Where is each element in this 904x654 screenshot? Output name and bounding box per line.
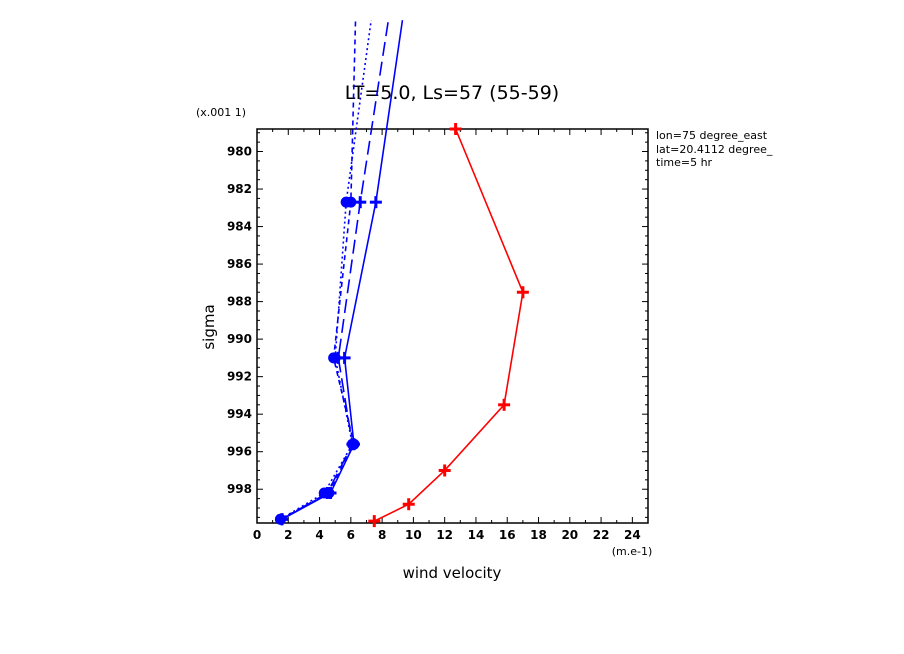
series-line <box>373 128 524 522</box>
x-tick-label: 12 <box>436 528 453 542</box>
y-tick-label: 982 <box>227 182 252 196</box>
y-axis-label: sigma <box>200 304 218 349</box>
x-tick-label: 22 <box>593 528 610 542</box>
series-4 <box>274 20 360 525</box>
plot-frame <box>256 128 649 524</box>
annotation-time: time=5 hr <box>656 156 713 169</box>
series-0 <box>368 123 529 528</box>
data-point <box>348 438 360 450</box>
x-tick-label: 0 <box>253 528 261 542</box>
x-tick-label: 2 <box>284 528 292 542</box>
x-tick-label: 18 <box>530 528 547 542</box>
series-line <box>280 20 357 520</box>
data-point <box>438 464 451 477</box>
y-tick-label: 980 <box>227 145 252 159</box>
data-point <box>516 286 529 299</box>
data-point <box>368 515 381 528</box>
y-tick-label: 996 <box>227 445 252 459</box>
y-tick-label: 988 <box>227 295 252 309</box>
data-point <box>369 196 382 209</box>
y-tick-label: 990 <box>227 332 252 346</box>
data-point <box>449 123 462 135</box>
plot-series <box>274 20 529 528</box>
y-tick-label: 992 <box>227 370 252 384</box>
y-tick-label: 998 <box>227 482 252 496</box>
x-tick-label: 4 <box>315 528 323 542</box>
axes: 0 2 4 6 8 10 12 14 16 18 20 22 249809829849869889909… <box>227 128 649 542</box>
x-tick-label: 8 <box>378 528 386 542</box>
data-point <box>328 352 340 364</box>
y-unit-label: (x.001 1) <box>196 106 246 119</box>
x-tick-label: 24 <box>624 528 641 542</box>
x-unit-label: (m.e-1) <box>612 545 653 558</box>
x-tick-label: 14 <box>468 528 485 542</box>
x-axis-label: wind velocity <box>403 564 502 582</box>
data-point <box>323 487 335 499</box>
data-point <box>402 498 415 511</box>
annotation-lat: lat=20.4112 degree_ <box>656 143 773 156</box>
chart-title: LT=5.0, Ls=57 (55-59) <box>345 82 559 104</box>
data-point <box>274 513 286 525</box>
x-tick-label: 6 <box>347 528 355 542</box>
y-tick-label: 984 <box>227 220 252 234</box>
data-point <box>498 398 511 411</box>
data-point <box>345 196 357 208</box>
x-tick-label: 10 <box>405 528 422 542</box>
x-tick-label: 20 <box>561 528 578 542</box>
annotation-lon: lon=75 degree_east <box>656 129 768 142</box>
x-tick-label: 16 <box>499 528 516 542</box>
y-tick-label: 986 <box>227 257 252 271</box>
y-tick-label: 994 <box>227 407 252 421</box>
